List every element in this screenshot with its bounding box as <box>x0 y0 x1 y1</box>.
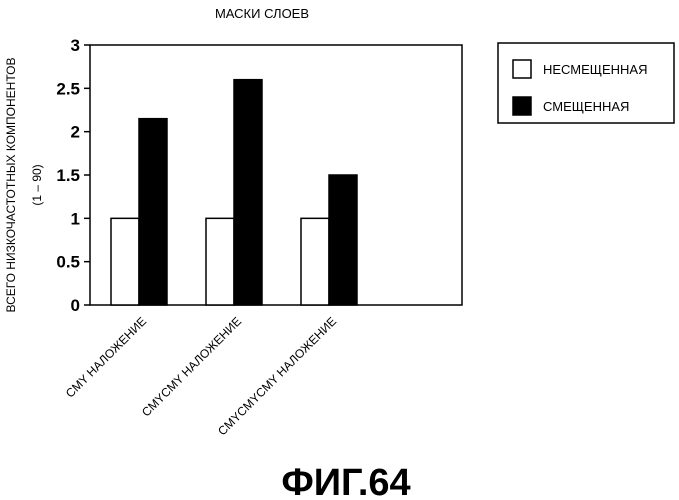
y-tick-label: 0.5 <box>56 253 80 272</box>
chart-title: МАСКИ СЛОЕВ <box>215 6 309 21</box>
y-tick-label: 1.5 <box>56 166 80 185</box>
y-tick-label: 0 <box>71 296 80 315</box>
y-tick-label: 2.5 <box>56 79 80 98</box>
category-label: CMYCMY НАЛОЖЕНИЕ <box>139 314 244 419</box>
y-axis-label: ВСЕГО НИЗКОЧАСТОТНЫХ КОМПОНЕНТОВ <box>4 58 18 313</box>
shifted-bar <box>329 175 357 305</box>
shifted-bar <box>139 119 167 305</box>
legend-swatch-shifted <box>513 97 531 115</box>
y-axis-label-group: ВСЕГО НИЗКОЧАСТОТНЫХ КОМПОНЕНТОВ (1 – 90… <box>4 58 44 313</box>
y-axis-sublabel: (1 – 90) <box>30 164 44 205</box>
legend-label-shifted: СМЕЩЕННАЯ <box>543 99 629 114</box>
legend: НЕСМЕЩЕННАЯ СМЕЩЕННАЯ <box>498 43 674 123</box>
y-tick-label: 2 <box>71 123 80 142</box>
unshifted-bar <box>301 218 329 305</box>
unshifted-bar <box>206 218 234 305</box>
category-label: CMY НАЛОЖЕНИЕ <box>63 314 149 400</box>
bars-group <box>111 80 357 305</box>
y-tick-label: 3 <box>71 36 80 55</box>
y-axis-ticks: 0 0.5 1 1.5 2 2.5 3 <box>56 36 90 315</box>
category-labels: CMY НАЛОЖЕНИЕCMYCMY НАЛОЖЕНИЕCMYCMYCMY Н… <box>63 314 339 438</box>
y-tick-label: 1 <box>71 209 80 228</box>
shifted-bar <box>234 80 262 305</box>
legend-label-unshifted: НЕСМЕЩЕННАЯ <box>543 62 648 77</box>
legend-swatch-unshifted <box>513 60 531 78</box>
unshifted-bar <box>111 218 139 305</box>
figure-label: ФИГ.64 <box>281 462 410 500</box>
